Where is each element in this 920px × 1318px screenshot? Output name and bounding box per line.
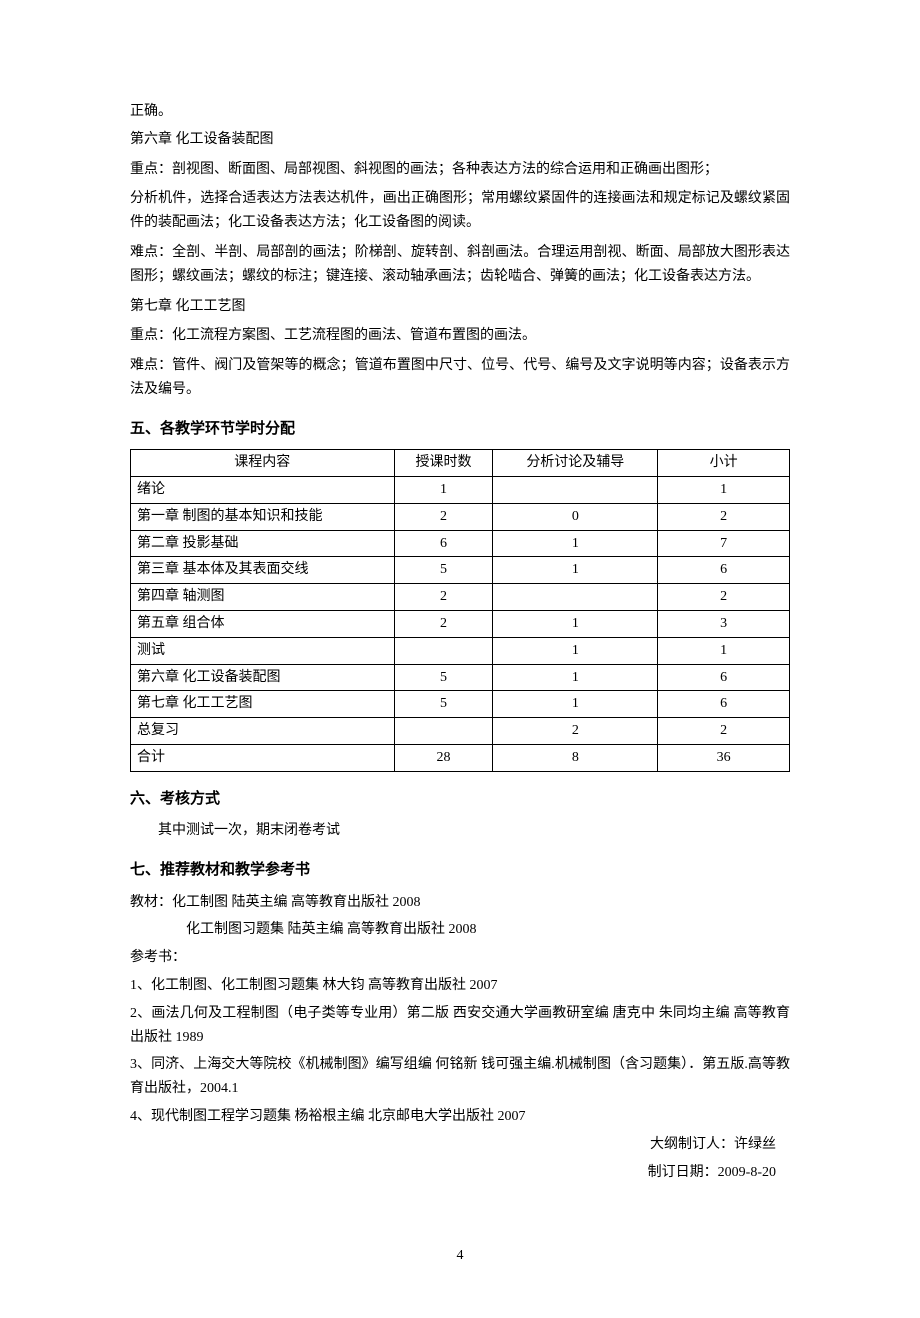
section6-heading: 六、考核方式 <box>130 786 790 812</box>
table-cell-discuss: 1 <box>493 557 658 584</box>
table-cell-total: 7 <box>658 530 790 557</box>
table-row: 第一章 制图的基本知识和技能202 <box>131 503 790 530</box>
table-row: 绪论11 <box>131 477 790 504</box>
ch6-difficulty: 难点：全剖、半剖、局部剖的画法；阶梯剖、旋转剖、斜剖画法。合理运用剖视、断面、局… <box>130 241 790 289</box>
table-cell-label: 第六章 化工设备装配图 <box>131 664 395 691</box>
table-cell-total: 2 <box>658 718 790 745</box>
table-cell-total: 1 <box>658 637 790 664</box>
table-cell-discuss: 8 <box>493 745 658 772</box>
table-cell-label: 第二章 投影基础 <box>131 530 395 557</box>
table-cell-discuss: 0 <box>493 503 658 530</box>
ch7-focus: 重点：化工流程方案图、工艺流程图的画法、管道布置图的画法。 <box>130 324 790 348</box>
ch7-title: 第七章 化工工艺图 <box>130 295 790 319</box>
ch6-focus: 重点：剖视图、断面图、局部视图、斜视图的画法；各种表达方法的综合运用和正确画出图… <box>130 158 790 182</box>
table-cell-discuss: 1 <box>493 691 658 718</box>
table-row: 合计28836 <box>131 745 790 772</box>
page-number: 4 <box>130 1244 790 1268</box>
table-cell-label: 第五章 组合体 <box>131 611 395 638</box>
table-cell-total: 2 <box>658 503 790 530</box>
table-cell-hours: 6 <box>394 530 493 557</box>
table-cell-discuss <box>493 477 658 504</box>
table-cell-hours: 28 <box>394 745 493 772</box>
table-cell-label: 绪论 <box>131 477 395 504</box>
table-cell-label: 第三章 基本体及其表面交线 <box>131 557 395 584</box>
table-row: 第二章 投影基础617 <box>131 530 790 557</box>
table-cell-hours: 5 <box>394 664 493 691</box>
footer-author: 大纲制订人：许绿丝 <box>130 1133 776 1157</box>
table-header-discuss: 分析讨论及辅导 <box>493 450 658 477</box>
table-cell-hours: 1 <box>394 477 493 504</box>
table-cell-hours: 5 <box>394 691 493 718</box>
table-cell-discuss: 1 <box>493 664 658 691</box>
table-row: 第三章 基本体及其表面交线516 <box>131 557 790 584</box>
table-row: 第七章 化工工艺图516 <box>131 691 790 718</box>
table-row: 测试 11 <box>131 637 790 664</box>
ref1: 1、化工制图、化工制图习题集 林大钧 高等教育出版社 2007 <box>130 974 790 998</box>
table-cell-total: 36 <box>658 745 790 772</box>
ref4: 4、现代制图工程学习题集 杨裕根主编 北京邮电大学出版社 2007 <box>130 1105 790 1129</box>
table-header-hours: 授课时数 <box>394 450 493 477</box>
ch7-difficulty: 难点：管件、阀门及管架等的概念；管道布置图中尺寸、位号、代号、编号及文字说明等内… <box>130 354 790 402</box>
table-cell-discuss: 1 <box>493 530 658 557</box>
table-row: 第四章 轴测图22 <box>131 584 790 611</box>
textbook2: 化工制图习题集 陆英主编 高等教育出版社 2008 <box>130 918 790 942</box>
table-header-total: 小计 <box>658 450 790 477</box>
table-cell-total: 6 <box>658 691 790 718</box>
section6-content: 其中测试一次，期末闭卷考试 <box>130 819 790 843</box>
table-cell-label: 第四章 轴测图 <box>131 584 395 611</box>
textbook: 教材：化工制图 陆英主编 高等教育出版社 2008 <box>130 891 790 915</box>
table-cell-discuss <box>493 584 658 611</box>
table-cell-total: 6 <box>658 664 790 691</box>
table-header-content: 课程内容 <box>131 450 395 477</box>
table-cell-discuss: 2 <box>493 718 658 745</box>
section5-heading: 五、各教学环节学时分配 <box>130 416 790 442</box>
section7-heading: 七、推荐教材和教学参考书 <box>130 857 790 883</box>
table-cell-label: 测试 <box>131 637 395 664</box>
table-cell-hours: 2 <box>394 584 493 611</box>
table-cell-label: 合计 <box>131 745 395 772</box>
table-cell-label: 总复习 <box>131 718 395 745</box>
table-cell-hours: 2 <box>394 503 493 530</box>
intro-line: 正确。 <box>130 100 790 124</box>
table-cell-discuss: 1 <box>493 637 658 664</box>
table-cell-total: 1 <box>658 477 790 504</box>
ch6-title: 第六章 化工设备装配图 <box>130 128 790 152</box>
table-cell-hours <box>394 637 493 664</box>
table-cell-label: 第七章 化工工艺图 <box>131 691 395 718</box>
table-cell-discuss: 1 <box>493 611 658 638</box>
table-cell-label: 第一章 制图的基本知识和技能 <box>131 503 395 530</box>
ref-label: 参考书： <box>130 946 790 970</box>
table-cell-hours: 5 <box>394 557 493 584</box>
table-cell-total: 3 <box>658 611 790 638</box>
ref2: 2、画法几何及工程制图（电子类等专业用）第二版 西安交通大学画教研室编 唐克中 … <box>130 1002 790 1050</box>
ref3: 3、同济、上海交大等院校《机械制图》编写组编 何铭新 钱可强主编.机械制图（含习… <box>130 1053 790 1101</box>
table-cell-total: 6 <box>658 557 790 584</box>
table-row: 第六章 化工设备装配图516 <box>131 664 790 691</box>
table-row: 第五章 组合体213 <box>131 611 790 638</box>
table-row: 总复习 22 <box>131 718 790 745</box>
ch6-analysis: 分析机件，选择合适表达方法表达机件，画出正确图形；常用螺纹紧固件的连接画法和规定… <box>130 187 790 235</box>
table-cell-hours: 2 <box>394 611 493 638</box>
table-cell-total: 2 <box>658 584 790 611</box>
table-cell-hours <box>394 718 493 745</box>
hours-table: 课程内容 授课时数 分析讨论及辅导 小计 绪论11第一章 制图的基本知识和技能2… <box>130 449 790 772</box>
footer-date: 制订日期：2009-8-20 <box>130 1161 776 1185</box>
